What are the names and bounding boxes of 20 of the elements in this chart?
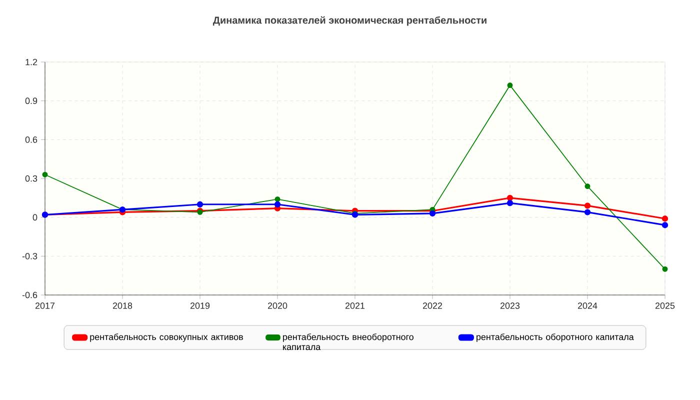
legend-label: рентабельность оборотного капитала: [476, 333, 634, 342]
y-tick-label: 0.9: [25, 98, 38, 104]
x-tick-label: 2019: [190, 302, 210, 309]
x-tick-label: 2020: [268, 302, 288, 309]
y-tick-label: -0.3: [22, 252, 38, 260]
x-tick-label: 2022: [422, 302, 442, 309]
y-tick-label: 0.3: [25, 175, 38, 182]
x-tick-label: 2018: [112, 302, 132, 309]
y-tick-label: 0.6: [25, 136, 38, 143]
x-tick-label: 2024: [578, 302, 598, 309]
legend-label: рентабельность внеоборотного капитала: [283, 333, 414, 350]
x-tick-label: 2021: [345, 302, 365, 309]
x-tick-label: 2023: [500, 302, 520, 309]
y-tick-label: 1.2: [26, 58, 38, 66]
legend-label: рентабельность совокупных активов: [90, 333, 243, 342]
y-tick-label: 0: [32, 214, 38, 221]
y-tick-label: -0.6: [22, 292, 38, 298]
x-tick-label: 2017: [35, 302, 55, 309]
x-tick-label: 2025: [655, 302, 675, 309]
chart-title: Динамика показателей экономическая рентабельности: [212, 16, 486, 26]
